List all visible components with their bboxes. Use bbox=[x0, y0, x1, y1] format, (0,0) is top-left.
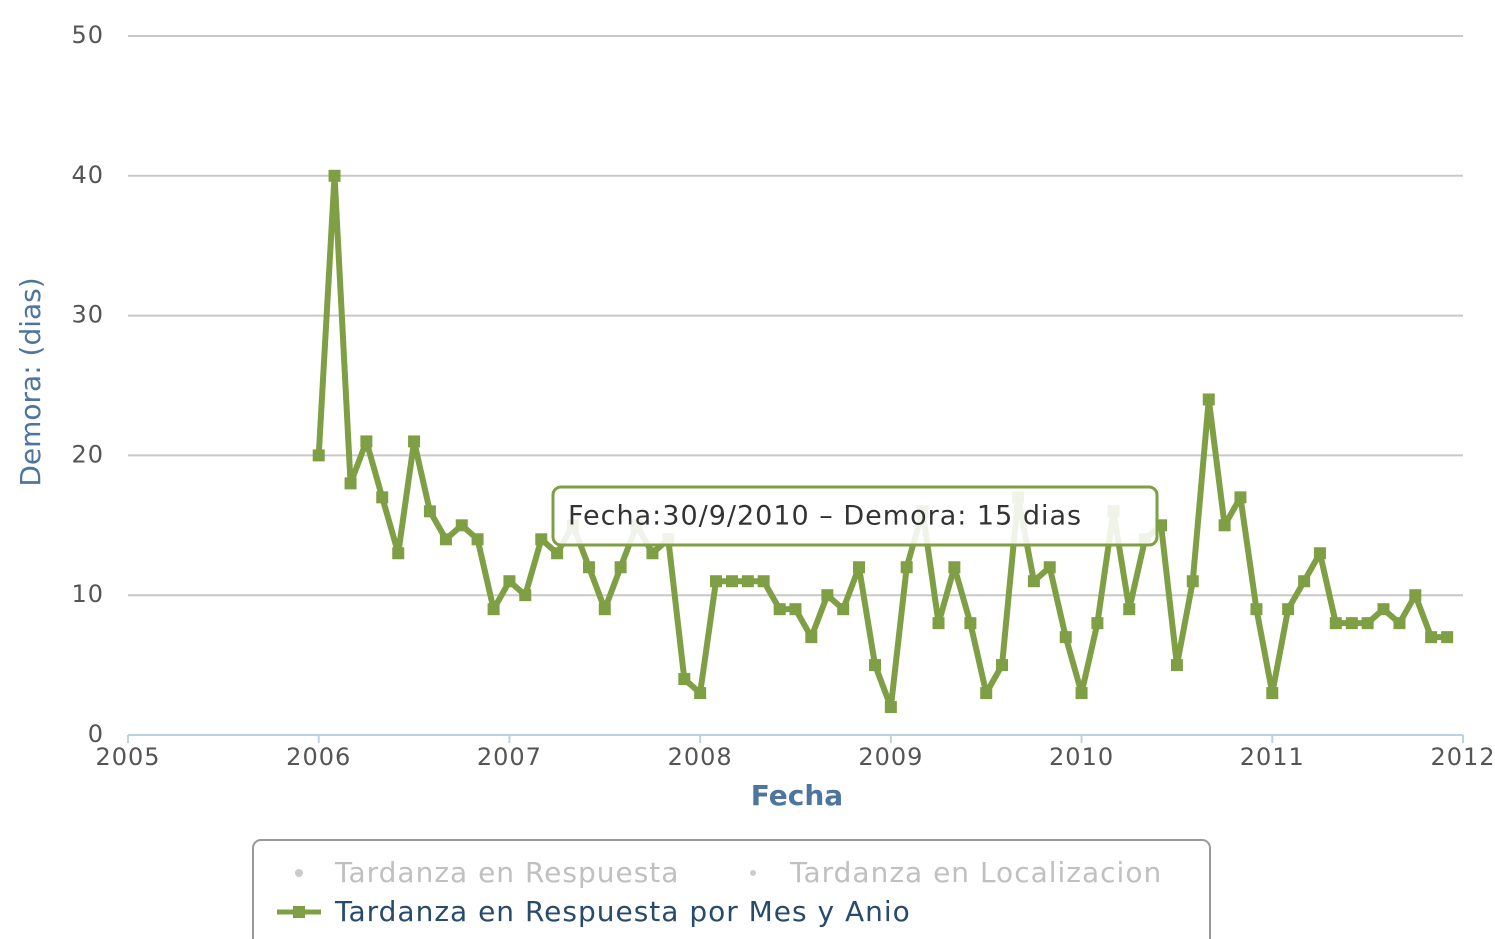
point-marker bbox=[853, 561, 866, 574]
point-marker bbox=[1329, 617, 1342, 630]
point-marker bbox=[1027, 575, 1040, 588]
x-tick-label: 2005 bbox=[95, 743, 160, 771]
point-marker bbox=[996, 659, 1009, 672]
point-marker bbox=[487, 603, 500, 616]
point-marker bbox=[1441, 631, 1454, 644]
y-tick-label: 30 bbox=[71, 301, 104, 329]
point-marker bbox=[1043, 561, 1056, 574]
x-tick-label: 2009 bbox=[858, 743, 923, 771]
point-marker bbox=[678, 673, 691, 686]
x-tick-label: 2012 bbox=[1430, 743, 1495, 771]
point-marker bbox=[598, 603, 611, 616]
point-marker bbox=[392, 547, 405, 560]
point-marker bbox=[1282, 603, 1295, 616]
point-marker bbox=[1393, 617, 1406, 630]
tooltip-text: Fecha:30/9/2010 – Demora: 15 dias bbox=[568, 501, 1082, 532]
legend-label: Tardanza en Respuesta por Mes y Anio bbox=[334, 895, 911, 928]
legend-label-hidden: Tardanza en Respuesta bbox=[334, 856, 679, 889]
legend-label-hidden: Tardanza en Localizacion bbox=[789, 856, 1162, 889]
point-marker bbox=[948, 561, 961, 574]
point-marker bbox=[932, 617, 945, 630]
legend-box bbox=[252, 839, 1211, 939]
point-marker bbox=[900, 561, 913, 574]
point-marker bbox=[312, 449, 325, 462]
point-marker bbox=[1361, 617, 1374, 630]
point-marker bbox=[503, 575, 516, 588]
point-marker bbox=[725, 575, 738, 588]
x-tick-label: 2011 bbox=[1240, 743, 1305, 771]
y-tick-label: 0 bbox=[88, 720, 104, 748]
point-marker bbox=[582, 561, 595, 574]
legend-marker bbox=[293, 906, 305, 918]
point-marker bbox=[376, 491, 389, 504]
y-tick-label: 50 bbox=[71, 21, 104, 49]
point-marker bbox=[1186, 575, 1199, 588]
point-marker bbox=[741, 575, 754, 588]
point-marker bbox=[614, 561, 627, 574]
legend-marker-hidden bbox=[750, 870, 756, 876]
point-marker bbox=[1298, 575, 1311, 588]
point-marker bbox=[455, 519, 468, 532]
point-marker bbox=[964, 617, 977, 630]
point-marker bbox=[1075, 687, 1088, 700]
line-series bbox=[315, 172, 1448, 711]
point-marker bbox=[1345, 617, 1358, 630]
point-marker bbox=[1091, 617, 1104, 630]
point-marker bbox=[1202, 393, 1215, 406]
point-marker bbox=[773, 603, 786, 616]
point-marker bbox=[423, 505, 436, 518]
point-marker bbox=[535, 533, 548, 546]
point-marker bbox=[439, 533, 452, 546]
point-marker bbox=[980, 687, 993, 700]
point-marker bbox=[1377, 603, 1390, 616]
point-marker bbox=[757, 575, 770, 588]
point-marker bbox=[551, 547, 564, 560]
point-marker bbox=[1409, 589, 1422, 602]
x-tick-label: 2010 bbox=[1049, 743, 1114, 771]
point-marker bbox=[344, 477, 357, 490]
point-marker bbox=[821, 589, 834, 602]
x-tick-label: 2008 bbox=[668, 743, 733, 771]
x-tick-label: 2007 bbox=[477, 743, 542, 771]
x-tick-label: 2006 bbox=[286, 743, 351, 771]
y-tick-label: 10 bbox=[71, 580, 104, 608]
point-marker bbox=[519, 589, 532, 602]
point-marker bbox=[789, 603, 802, 616]
point-marker bbox=[1218, 519, 1231, 532]
point-marker bbox=[646, 547, 659, 560]
point-marker bbox=[805, 631, 818, 644]
point-marker bbox=[1170, 659, 1183, 672]
legend-marker-hidden bbox=[295, 869, 303, 877]
tooltip-box bbox=[551, 485, 1159, 547]
point-marker bbox=[1250, 603, 1263, 616]
point-marker bbox=[408, 435, 421, 448]
point-marker bbox=[1313, 547, 1326, 560]
point-marker bbox=[884, 701, 897, 714]
point-marker bbox=[1234, 491, 1247, 504]
point-marker bbox=[1123, 603, 1136, 616]
point-marker bbox=[694, 687, 707, 700]
y-axis-label: Demora: (dias) bbox=[14, 277, 47, 486]
point-marker bbox=[1425, 631, 1438, 644]
point-marker bbox=[328, 169, 341, 182]
point-marker bbox=[471, 533, 484, 546]
point-marker bbox=[869, 659, 882, 672]
point-marker bbox=[1266, 687, 1279, 700]
point-marker bbox=[1059, 631, 1072, 644]
point-marker bbox=[360, 435, 373, 448]
point-marker bbox=[709, 575, 722, 588]
y-tick-label: 20 bbox=[71, 440, 104, 468]
point-marker bbox=[837, 603, 850, 616]
y-tick-label: 40 bbox=[71, 161, 104, 189]
x-axis-label: Fecha bbox=[751, 779, 843, 812]
